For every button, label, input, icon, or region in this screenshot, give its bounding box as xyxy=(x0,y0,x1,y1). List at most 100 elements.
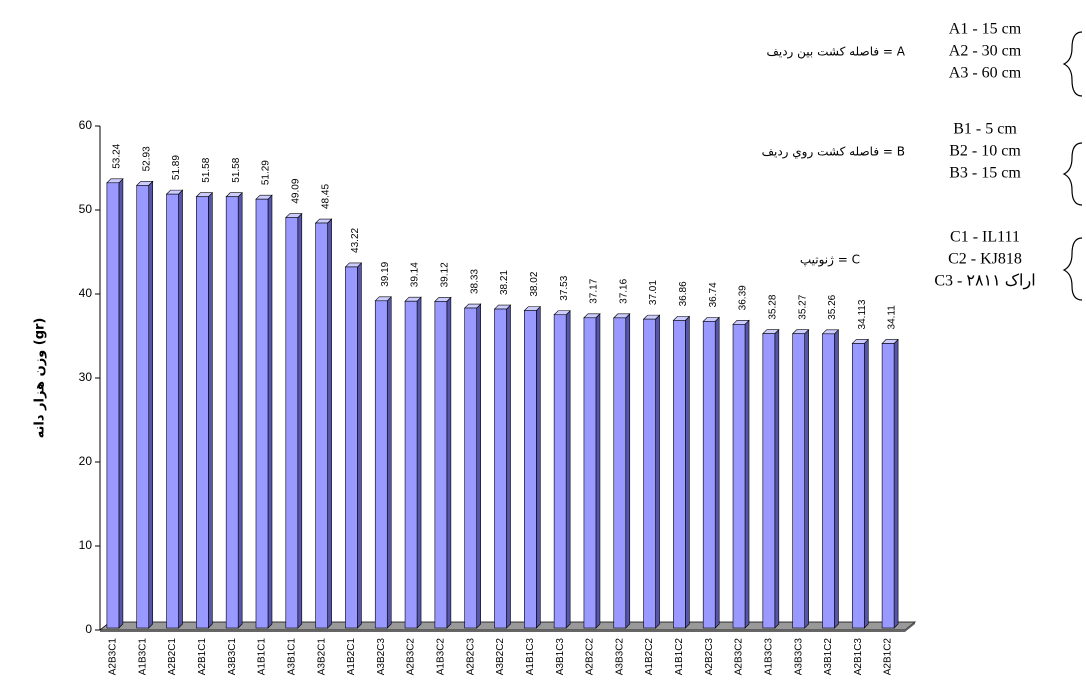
bar xyxy=(464,307,477,629)
bar xyxy=(136,185,150,629)
bar-side xyxy=(267,194,273,629)
value-label: 35.27 xyxy=(797,294,808,319)
bar xyxy=(106,182,120,629)
x-tick-label: A2B2C2 xyxy=(585,638,596,676)
bar-side xyxy=(357,262,362,629)
y-axis-label: وزن هزار دانه (gr) xyxy=(33,318,48,439)
bar-side xyxy=(148,180,154,629)
x-tick-label: A1B1C1 xyxy=(257,638,268,676)
value-label: 38.33 xyxy=(469,269,480,294)
bar-side xyxy=(595,313,601,629)
bar xyxy=(553,314,567,629)
bar xyxy=(851,343,865,629)
x-tick-label: A1B3C1 xyxy=(137,638,148,676)
y-tick-label: 50 xyxy=(79,202,93,216)
value-label: 51.58 xyxy=(231,157,242,182)
bar-side xyxy=(237,192,243,629)
bar xyxy=(822,333,835,629)
bar-side xyxy=(118,178,124,629)
x-tick-label: A2B3C2 xyxy=(406,638,417,676)
bar xyxy=(762,333,776,629)
value-label: 38.21 xyxy=(499,270,510,295)
x-tick-label: A2B1C3 xyxy=(853,638,864,676)
x-tick-label: A2B2C3 xyxy=(465,638,476,676)
value-label: 35.28 xyxy=(767,294,778,319)
brackets xyxy=(1062,31,1083,301)
value-label: 36.74 xyxy=(708,282,719,307)
annotation-label: فاصله کشت بین ردیف = A xyxy=(766,45,905,60)
annotation-item: C1 - IL111 xyxy=(950,229,1020,246)
x-tick-label: A3B2C2 xyxy=(495,638,506,676)
bar xyxy=(315,222,328,629)
value-label: 37.01 xyxy=(648,280,659,305)
value-label: 38.02 xyxy=(529,271,540,296)
bracket xyxy=(1062,237,1083,301)
bar xyxy=(404,300,418,629)
bar-side xyxy=(565,310,571,629)
x-tick-label: A3B3C3 xyxy=(793,638,804,676)
bar-side xyxy=(834,329,839,629)
value-label: 49.09 xyxy=(290,178,301,203)
bar xyxy=(613,317,627,629)
value-label: 37.16 xyxy=(618,278,629,303)
value-label: 51.29 xyxy=(261,160,272,185)
bar-side xyxy=(625,313,631,629)
y-tick-label: 20 xyxy=(79,454,93,468)
bar xyxy=(166,193,179,629)
bar-side xyxy=(863,338,869,629)
value-label: 34.113 xyxy=(857,299,868,329)
annotation-item: C3 - اراک ۲۸۱۱ xyxy=(934,273,1035,290)
value-label: 39.12 xyxy=(440,262,451,287)
bar xyxy=(196,196,209,629)
bracket xyxy=(1062,31,1083,97)
x-tick-label: A2B3C1 xyxy=(108,638,119,676)
bar-side xyxy=(685,315,690,629)
value-label: 52.93 xyxy=(141,146,152,171)
floor-front xyxy=(100,622,915,632)
bar-side xyxy=(893,338,899,629)
x-tick-label: A1B2C1 xyxy=(346,638,357,676)
value-label: 39.19 xyxy=(380,261,391,286)
y-tick-label: 0 xyxy=(85,622,92,636)
bar-side xyxy=(744,319,750,629)
x-tick-label: A3B1C3 xyxy=(555,638,566,676)
x-tick-label: A3B1C2 xyxy=(823,638,834,676)
annotation-label: فاصله کشت روي رديف = B xyxy=(762,145,905,160)
bar-side xyxy=(208,192,213,629)
bar xyxy=(643,318,656,629)
value-label: 37.53 xyxy=(559,275,570,300)
bar-side xyxy=(506,304,511,629)
bar xyxy=(583,317,597,629)
bar-side xyxy=(416,296,422,629)
bar-side xyxy=(774,328,780,629)
value-label: 34.11 xyxy=(887,305,898,330)
x-tick-label: A1B1C2 xyxy=(674,638,685,676)
annotation-item: B1 - 5 cm xyxy=(953,121,1017,138)
value-label: 53.24 xyxy=(112,143,123,168)
bar xyxy=(285,217,299,629)
annotation-item: B3 - 15 cm xyxy=(949,165,1021,182)
bar xyxy=(225,196,239,629)
value-label: 37.17 xyxy=(589,278,600,303)
value-label: 51.58 xyxy=(201,157,212,182)
value-label: 39.14 xyxy=(410,262,421,287)
bar-side xyxy=(536,305,541,629)
bar-side xyxy=(804,329,809,629)
value-label: 48.45 xyxy=(320,184,331,209)
x-tick-label: A2B1C2 xyxy=(883,638,894,676)
y-tick-label: 40 xyxy=(79,286,93,300)
y-tick-label: 60 xyxy=(79,118,93,132)
bar xyxy=(732,324,746,629)
x-tick-label: A3B2C3 xyxy=(376,638,387,676)
x-tick-label: A3B2C1 xyxy=(316,638,327,676)
value-label: 36.39 xyxy=(738,285,749,310)
x-tick-label: A2B3C2 xyxy=(734,638,745,676)
x-tick-label: A1B3C2 xyxy=(436,638,447,676)
bar xyxy=(434,301,448,629)
bar-side xyxy=(714,316,720,629)
x-tick-label: A1B3C3 xyxy=(763,638,774,676)
x-tick-label: A3B3C1 xyxy=(227,638,238,676)
bar xyxy=(881,343,895,629)
y-tick-label: 10 xyxy=(79,538,93,552)
